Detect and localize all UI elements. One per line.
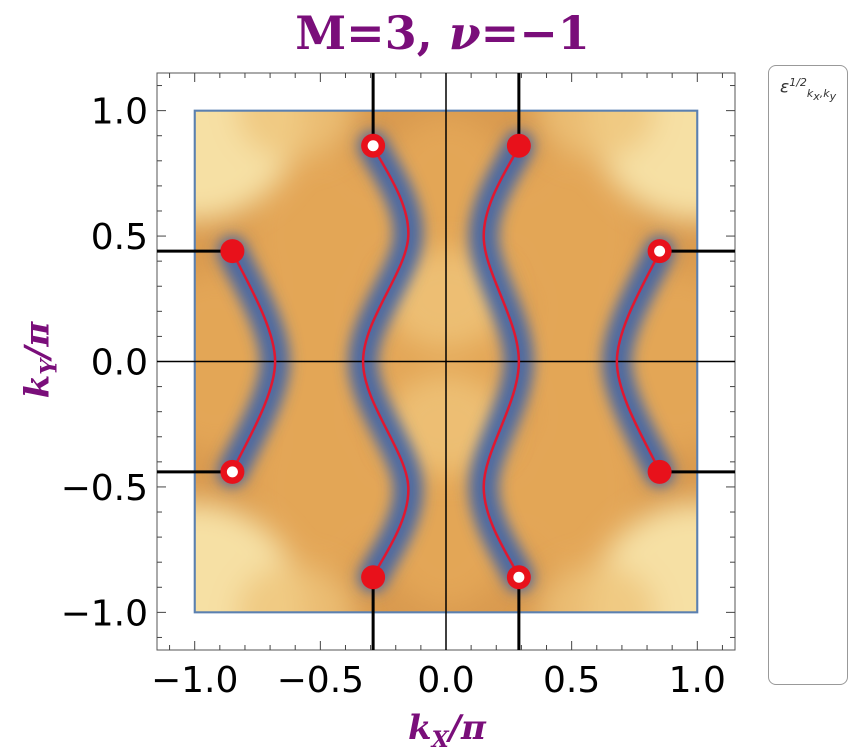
title-main: M=3, — [295, 6, 449, 60]
colorbar-legend-box — [768, 65, 848, 685]
x-tick-label: −1.0 — [151, 660, 238, 701]
light-patch — [536, 562, 657, 613]
open-endpoint-hole — [513, 571, 525, 583]
filled-endpoint-marker — [361, 565, 386, 590]
y-tick-label: −0.5 — [61, 468, 148, 509]
y-axis-label-sub: Y — [36, 359, 63, 375]
nodal-curves — [231, 145, 661, 578]
title-rest: =−1 — [480, 6, 590, 60]
colorbar-label-sub: k — [806, 87, 814, 101]
nodal-curve — [482, 145, 521, 578]
y-tick-label: 0.0 — [91, 343, 148, 384]
y-axis-label-tail: /π — [17, 321, 58, 360]
x-tick-label: −0.5 — [277, 660, 364, 701]
endpoint-markers — [220, 133, 672, 590]
y-tick-label: −1.0 — [61, 593, 148, 634]
y-axis-label-main: k — [17, 374, 58, 399]
filled-endpoint-marker — [220, 239, 245, 264]
nodal-curve — [231, 250, 277, 473]
x-tick-label: 0.5 — [543, 660, 600, 701]
filled-endpoint-marker — [647, 459, 672, 484]
light-patch — [235, 110, 356, 161]
colorbar-label: ε1/2kx,ky — [780, 76, 836, 103]
colorbar-label-base: ε — [780, 77, 790, 98]
y-axis-label: kY/π — [18, 322, 63, 399]
nodal-curve — [615, 250, 661, 473]
light-patch — [235, 562, 356, 613]
colorbar-label-sup: 1/2 — [789, 76, 807, 89]
x-axis-label-tail: /π — [448, 708, 486, 748]
y-tick-label: 1.0 — [91, 92, 148, 133]
open-endpoint-hole — [654, 245, 666, 257]
open-endpoint-hole — [367, 140, 379, 152]
x-tick-label: 0.0 — [417, 660, 474, 701]
light-patch — [536, 110, 657, 161]
x-tick-label: 1.0 — [669, 660, 726, 701]
branch-cuts — [157, 73, 735, 650]
nodal-curve — [361, 145, 410, 578]
x-axis-label: kX/π — [408, 708, 486, 753]
x-axis-label-main: k — [408, 708, 432, 748]
y-tick-label: 0.5 — [91, 217, 148, 258]
y-tick-labels: 1.0 0.5 0.0 −0.5 −1.0 — [61, 92, 148, 635]
x-tick-labels: −1.0 −0.5 0.0 0.5 1.0 — [151, 660, 726, 701]
title-nu: ν — [448, 6, 481, 60]
filled-endpoint-marker — [506, 133, 531, 158]
colorbar-label-sub4: y — [829, 90, 837, 104]
open-endpoint-hole — [226, 466, 238, 478]
chart-title: M=3, ν=−1 — [0, 6, 850, 60]
colorbar-label-sub3: ,k — [819, 87, 830, 101]
colorbar-label-sub2: x — [813, 90, 820, 104]
x-axis-label-sub: X — [431, 726, 449, 753]
axis-lines — [157, 73, 735, 650]
